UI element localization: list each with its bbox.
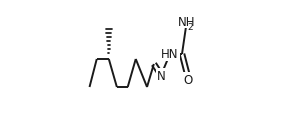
Text: NH: NH	[178, 15, 196, 28]
Text: HN: HN	[161, 48, 179, 61]
Text: 2: 2	[187, 23, 193, 32]
Text: N: N	[157, 69, 166, 82]
Text: O: O	[184, 73, 193, 86]
